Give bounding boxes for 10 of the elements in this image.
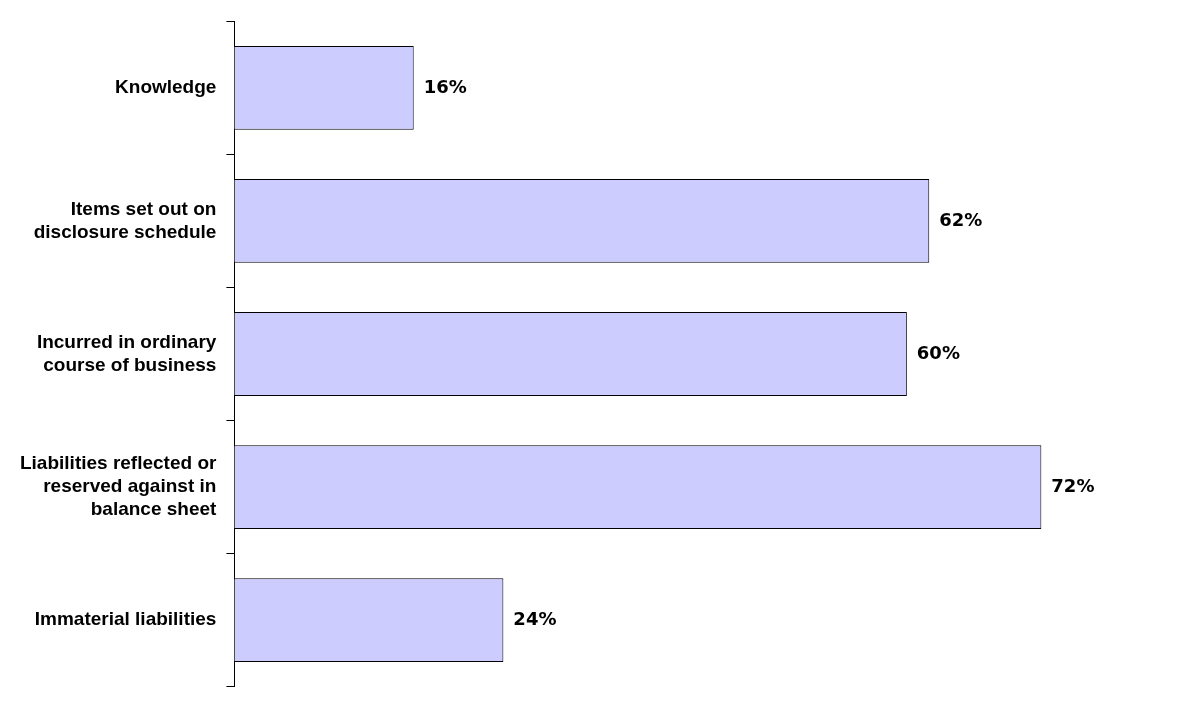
data-label: 16% [423, 75, 467, 97]
y-tick-label: Immaterial liabilities [34, 608, 217, 630]
data-label: 60% [916, 341, 960, 363]
y-tick-label: Knowledge [115, 76, 217, 98]
y-tick-label: Liabilities reflected or reserved against in balance sheet [19, 452, 218, 520]
y-tick-label: Items set out on disclosure schedule [33, 197, 217, 242]
data-label: 72% [1051, 474, 1095, 496]
data-label: 24% [513, 607, 557, 629]
y-tick-label: Incurred in ordinary course of business [36, 330, 217, 375]
data-label: 62% [939, 208, 983, 230]
